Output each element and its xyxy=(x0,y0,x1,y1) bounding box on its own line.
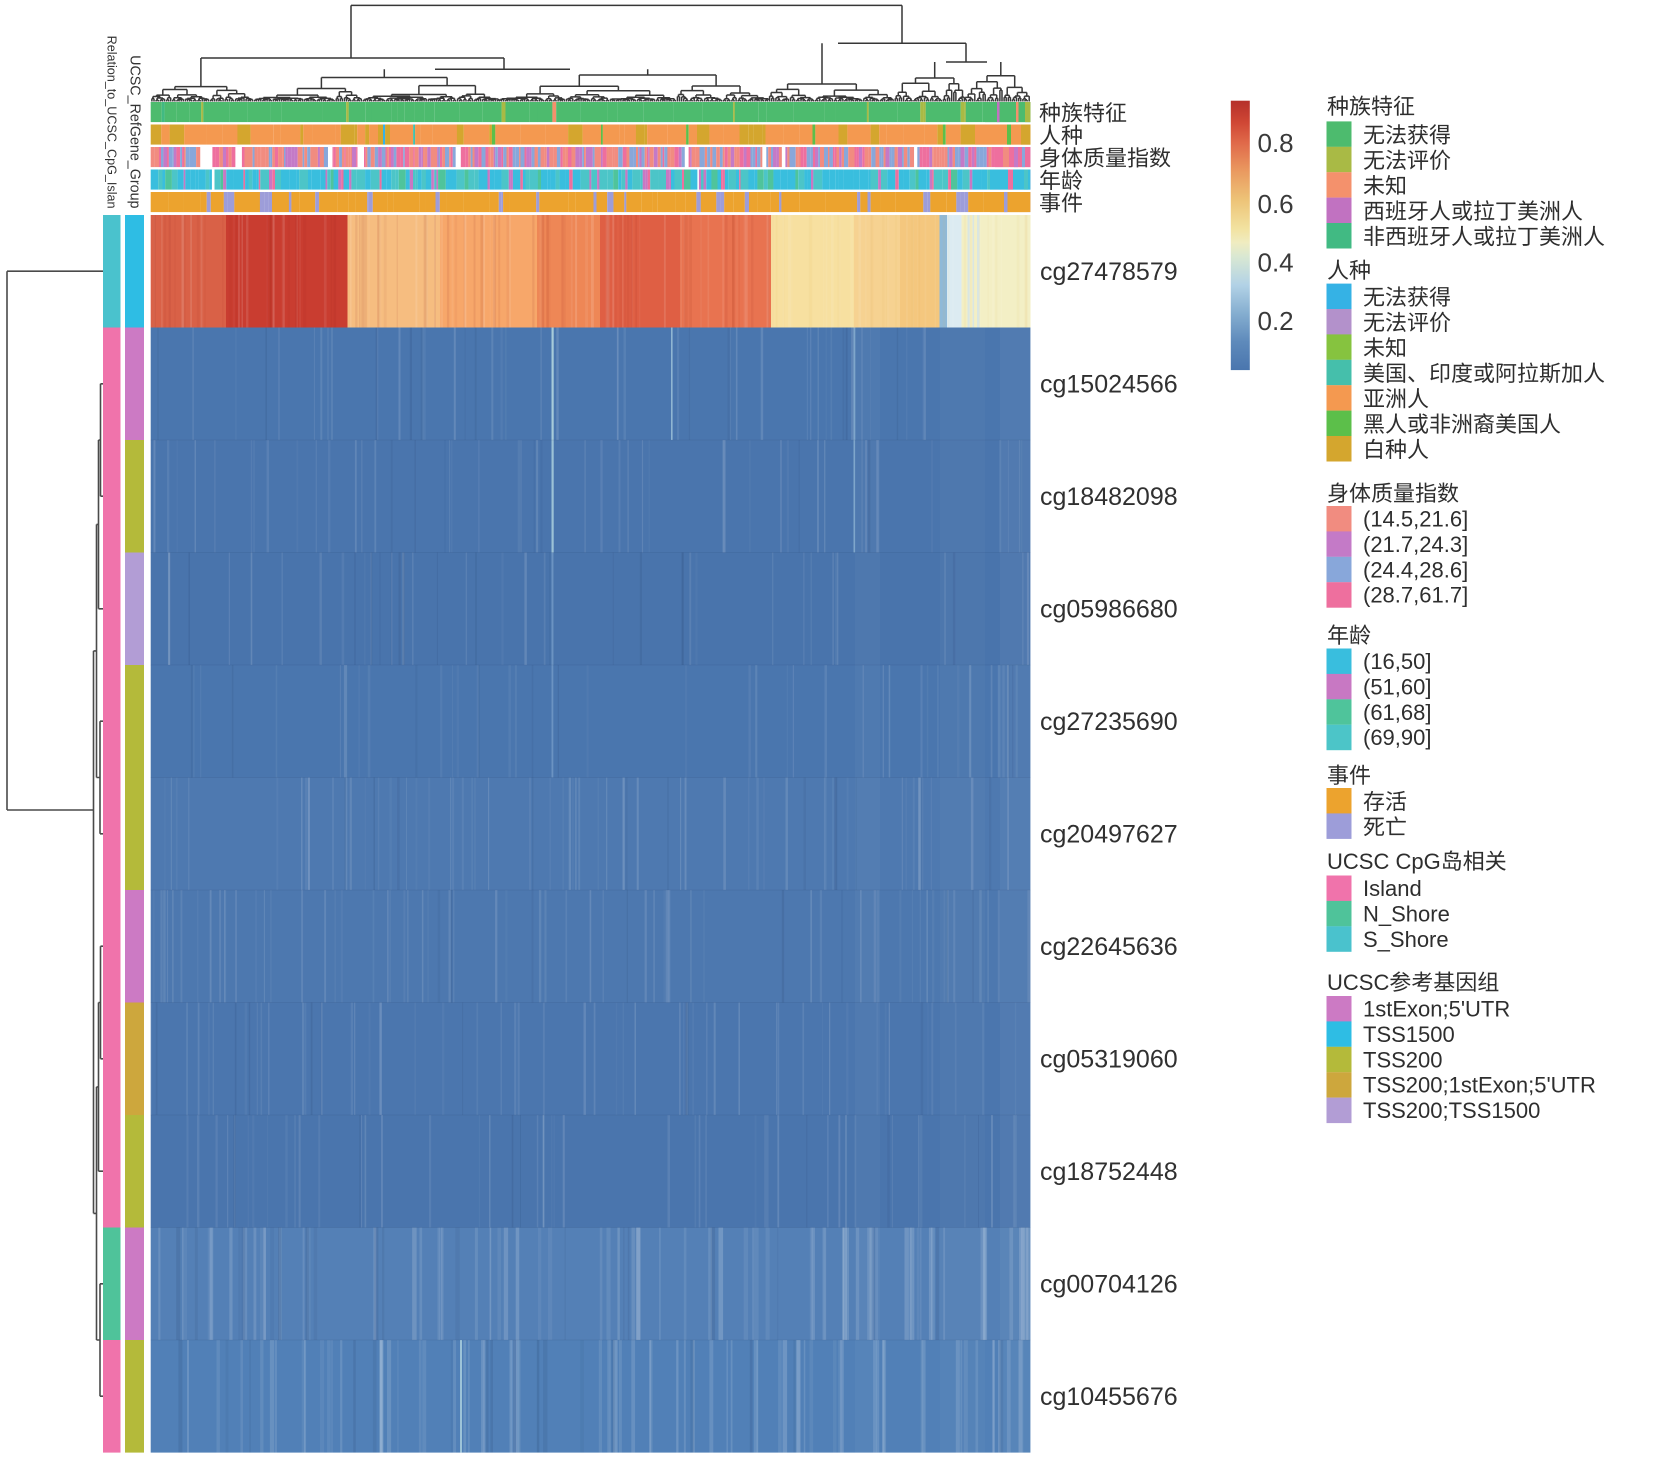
svg-text:cg05986680: cg05986680 xyxy=(1040,596,1178,624)
svg-text:0.6: 0.6 xyxy=(1258,189,1294,219)
svg-text:cg22645636: cg22645636 xyxy=(1040,933,1178,961)
svg-text:TSS200: TSS200 xyxy=(1363,1047,1443,1072)
svg-text:UCSC_RefGene_Group: UCSC_RefGene_Group xyxy=(127,55,143,208)
svg-text:UCSC: UCSC xyxy=(1327,970,1389,995)
svg-text:(61,68]: (61,68] xyxy=(1363,700,1432,725)
svg-text:0.2: 0.2 xyxy=(1258,306,1294,336)
svg-text:S_Shore: S_Shore xyxy=(1363,927,1449,952)
svg-text:cg27478579: cg27478579 xyxy=(1040,258,1178,286)
svg-text:(16,50]: (16,50] xyxy=(1363,649,1432,674)
svg-text:0.8: 0.8 xyxy=(1258,128,1294,158)
svg-text:TSS1500: TSS1500 xyxy=(1363,1022,1455,1047)
svg-text:Relation_to_UCSC_CpG_Islan: Relation_to_UCSC_CpG_Islan xyxy=(105,36,119,209)
svg-text:cg00704126: cg00704126 xyxy=(1040,1271,1178,1299)
svg-text:cg15024566: cg15024566 xyxy=(1040,371,1178,399)
svg-text:N_Shore: N_Shore xyxy=(1363,901,1450,926)
svg-text:TSS200;1stExon;5'UTR: TSS200;1stExon;5'UTR xyxy=(1363,1073,1596,1098)
svg-text:cg18752448: cg18752448 xyxy=(1040,1158,1178,1186)
svg-text:(28.7,61.7]: (28.7,61.7] xyxy=(1363,583,1468,608)
svg-text:(69,90]: (69,90] xyxy=(1363,725,1432,750)
svg-text:cg27235690: cg27235690 xyxy=(1040,708,1178,736)
svg-text:cg18482098: cg18482098 xyxy=(1040,483,1178,511)
svg-text:cg20497627: cg20497627 xyxy=(1040,821,1178,849)
svg-text:cg10455676: cg10455676 xyxy=(1040,1383,1178,1411)
svg-text:cg05319060: cg05319060 xyxy=(1040,1046,1178,1074)
svg-text:Island: Island xyxy=(1363,876,1422,901)
svg-text:(51,60]: (51,60] xyxy=(1363,674,1432,699)
svg-text:0.4: 0.4 xyxy=(1258,248,1294,278)
svg-text:(14.5,21.6]: (14.5,21.6] xyxy=(1363,507,1468,532)
svg-text:UCSC CpG: UCSC CpG xyxy=(1327,849,1441,874)
svg-text:1stExon;5'UTR: 1stExon;5'UTR xyxy=(1363,997,1510,1022)
svg-text:TSS200;TSS1500: TSS200;TSS1500 xyxy=(1363,1098,1540,1123)
svg-text:(21.7,24.3]: (21.7,24.3] xyxy=(1363,532,1468,557)
svg-text:(24.4,28.6]: (24.4,28.6] xyxy=(1363,557,1468,582)
